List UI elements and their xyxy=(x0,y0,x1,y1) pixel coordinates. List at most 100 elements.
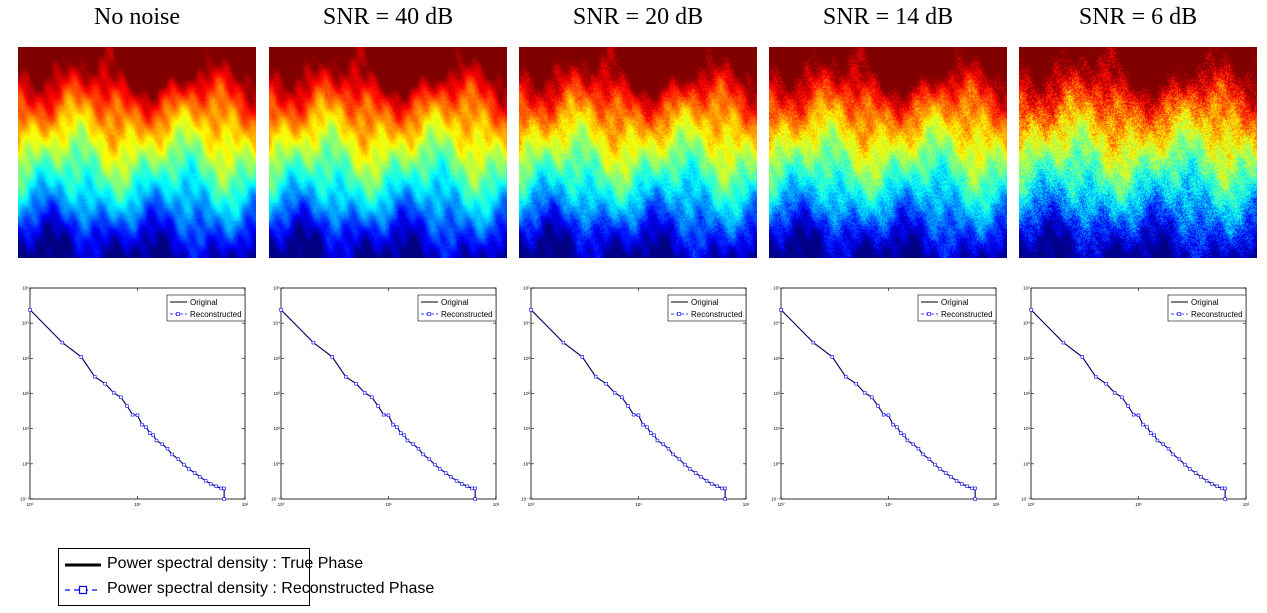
y-tick-label: 10⁵ xyxy=(1023,286,1030,291)
series-reconstructed-point xyxy=(960,482,964,486)
series-reconstructed-point xyxy=(473,486,477,491)
series-reconstructed-point xyxy=(1131,412,1136,417)
y-tick-label: 10¹ xyxy=(22,426,29,431)
x-tick-label: 10⁰ xyxy=(528,502,535,507)
series-reconstructed-point xyxy=(465,484,469,488)
series-reconstructed-point xyxy=(135,413,140,417)
series-reconstructed-point xyxy=(279,308,283,312)
legend-entry-true-phase: Power spectral density : True Phase xyxy=(63,554,363,578)
inner-legend-label-original: Original xyxy=(1191,298,1219,307)
series-reconstructed-point xyxy=(376,404,380,408)
series-reconstructed-point xyxy=(1104,382,1108,386)
series-reconstructed-point xyxy=(677,457,682,461)
plot-frame xyxy=(29,287,246,500)
series-reconstructed-point xyxy=(433,462,437,467)
series-reconstructed-point xyxy=(1161,442,1165,446)
plot-frame xyxy=(530,287,747,500)
phase-map-image xyxy=(269,47,507,258)
series-reconstructed-point xyxy=(416,446,421,451)
inner-legend-label-original: Original xyxy=(941,298,969,307)
plot-frame xyxy=(280,287,497,500)
inner-legend-box xyxy=(667,294,747,322)
inner-legend-marker-reconstructed xyxy=(677,312,681,316)
inner-legend-label-original: Original xyxy=(190,298,218,307)
series-reconstructed-point xyxy=(219,486,223,491)
x-tick-label: 10⁰ xyxy=(778,502,785,507)
y-tick-label: 10¹ xyxy=(523,426,530,431)
series-reconstructed-point xyxy=(1112,391,1117,395)
y-tick-label: 10⁵ xyxy=(523,286,530,291)
series-reconstructed-point xyxy=(965,484,969,488)
series-reconstructed-point xyxy=(1223,486,1227,491)
y-tick-label: 10³ xyxy=(773,356,780,361)
x-tick-label: 10¹ xyxy=(385,502,392,507)
series-reconstructed-point xyxy=(119,395,123,399)
series-reconstructed-point xyxy=(1188,467,1192,471)
series-reconstructed-point xyxy=(151,433,155,437)
x-tick-label: 10² xyxy=(493,502,500,507)
series-reconstructed-point xyxy=(561,340,566,345)
series-reconstructed-point xyxy=(881,412,886,417)
series-reconstructed-point xyxy=(905,438,910,443)
series-reconstructed-point xyxy=(631,412,636,417)
series-reconstructed-point xyxy=(636,413,641,417)
inner-legend-box xyxy=(166,294,246,322)
series-reconstructed-point xyxy=(1080,355,1084,359)
legend-label-true-phase: Power spectral density : True Phase xyxy=(107,555,364,572)
series-reconstructed-point xyxy=(1177,457,1182,461)
panel-column: SNR = 20 dB 10⁻¹ 10⁰ 10¹ 10² 10³ 10⁴ 10⁵ 10⁰ 10¹ 1… xyxy=(519,0,757,520)
y-tick-label: 10⁴ xyxy=(773,321,780,326)
y-tick-label: 10⁴ xyxy=(523,321,530,326)
panel-title: SNR = 20 dB xyxy=(572,4,704,30)
series-reconstructed-point xyxy=(886,413,891,417)
series-reconstructed-point xyxy=(470,486,474,491)
series-reconstructed-point xyxy=(370,395,374,399)
series-reconstructed-point xyxy=(391,422,395,427)
series-reconstructed-point xyxy=(580,355,584,359)
series-reconstructed-point xyxy=(870,395,874,399)
legend-entry-reconstructed-phase: Power spectral density : Reconstructed P… xyxy=(63,579,434,603)
series-reconstructed-point xyxy=(710,482,714,486)
series-reconstructed-point xyxy=(1193,471,1198,475)
y-tick-label: 10⁴ xyxy=(273,321,280,326)
legend-swatch-reconstructed-phase xyxy=(65,585,101,595)
series-reconstructed-point xyxy=(844,375,848,379)
phase-map-image xyxy=(18,47,256,258)
series-reconstructed-point xyxy=(362,391,367,395)
series-reconstructed-point xyxy=(645,425,649,429)
panel-title: No noise xyxy=(94,4,180,30)
inner-legend-marker-reconstructed xyxy=(427,312,431,316)
y-tick-label: 10⁻¹ xyxy=(271,497,280,502)
series-reconstructed-point xyxy=(1029,308,1033,312)
series-reconstructed-point xyxy=(954,479,959,483)
series-reconstructed-point xyxy=(421,452,425,457)
series-reconstructed-point xyxy=(1215,484,1219,488)
panel-column: No noise 10⁻¹ 10⁰ 10¹ 10² 10³ 10⁴ 10⁵ 10⁰ 10¹ 10² O… xyxy=(18,0,256,520)
series-reconstructed-point xyxy=(28,308,32,312)
series-reconstructed-point xyxy=(411,442,415,446)
inner-legend-label-reconstructed: Reconstructed xyxy=(1191,310,1243,319)
series-reconstructed-point xyxy=(1204,479,1209,483)
series-reconstructed-point xyxy=(1223,497,1227,501)
series-reconstructed-point xyxy=(830,355,834,359)
series-reconstructed-point xyxy=(111,391,116,395)
y-tick-label: 10¹ xyxy=(773,426,780,431)
series-reconstructed-point xyxy=(1136,413,1141,417)
series-reconstructed-point xyxy=(699,475,703,479)
series-reconstructed-point xyxy=(723,486,727,491)
series-reconstructed-point xyxy=(973,497,977,501)
series-reconstructed-point xyxy=(395,425,399,429)
series-reconstructed-point xyxy=(811,340,816,345)
inner-legend-label-reconstructed: Reconstructed xyxy=(441,310,493,319)
series-reconstructed-point xyxy=(620,395,624,399)
y-tick-label: 10² xyxy=(523,391,530,396)
y-tick-label: 10⁰ xyxy=(22,461,29,466)
x-tick-label: 10¹ xyxy=(635,502,642,507)
series-reconstructed-point xyxy=(949,475,953,479)
inner-legend-box xyxy=(417,294,497,322)
series-reconstructed-point xyxy=(344,375,348,379)
series-reconstructed-point xyxy=(427,457,432,461)
series-reconstructed-point xyxy=(666,446,671,451)
